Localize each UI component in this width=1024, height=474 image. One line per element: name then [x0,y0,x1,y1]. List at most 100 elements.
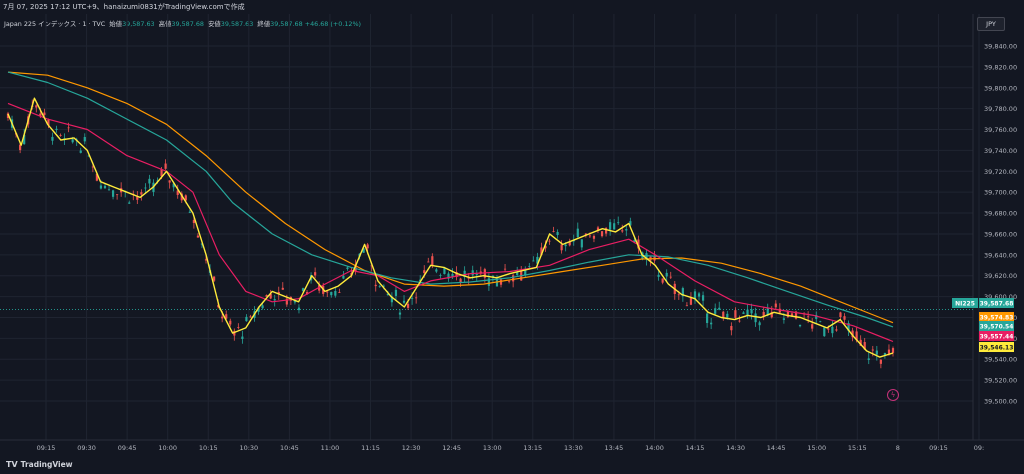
candle-body [19,144,22,151]
candle-body [140,192,143,195]
candle-body [746,309,749,316]
candle-body [532,260,535,262]
candle-body [629,221,632,226]
candle-body [249,316,252,318]
candle-body [83,137,86,142]
candle-body [754,313,757,323]
candle-body [221,316,224,319]
candle-body [269,293,272,299]
candle-body [326,291,329,293]
y-tick-label: 39,540.00 [984,356,1017,364]
candle-body [621,230,624,232]
candle-body [204,259,208,261]
candle-body [544,245,547,249]
candle-body [811,324,814,329]
tradingview-logo[interactable]: TV TradingView [6,460,73,469]
candle-body [144,187,147,189]
candle-body [693,291,697,300]
x-tick-label: 13:00 [483,444,502,452]
candle-body [237,327,240,328]
candle-body [823,327,826,337]
candle-body [188,211,191,213]
candle-body [697,293,701,297]
x-tick-label: 14:45 [767,444,786,452]
candle-body [710,322,713,325]
candle-body [835,329,838,331]
candle-body [714,308,717,314]
candle-body [338,292,341,293]
candle-body [552,231,555,232]
candle-body [217,305,220,307]
candle-body [435,269,438,272]
series-line [7,71,894,328]
candle-body [794,311,798,319]
candle-body [827,328,830,330]
candle-body [261,305,264,309]
candle-body [378,285,381,287]
candle-body [689,297,693,305]
brand-name: TradingView [20,460,73,469]
price-badge-value: 39,574.83 [980,314,1014,321]
price-badge-value: 39,587.68 [980,300,1014,307]
candle-body [285,298,288,305]
x-tick-label: 13:45 [605,444,624,452]
candle-body [87,155,90,157]
candle-body [277,291,280,294]
candle-body [766,308,769,316]
candle-body [548,240,551,242]
candle-body [180,193,183,201]
candle-body [819,321,822,323]
symbol-badge [952,298,978,308]
currency-button[interactable]: JPY [977,17,1005,31]
candle-body [366,244,369,249]
candle-body [495,279,499,287]
candle-body [758,322,761,326]
x-tick-label: 14:00 [645,444,664,452]
x-tick-label: 09:45 [118,444,137,452]
change-value: +46.68 (+0.12%) [304,20,362,28]
candle-body [35,105,38,108]
candle-body [730,325,733,331]
candle-body [447,273,450,279]
candle-body [23,134,26,145]
candle-body [879,359,882,364]
candle-body [831,326,834,334]
candle-body [516,272,519,276]
candle-body [588,235,592,237]
candle-body [770,311,773,318]
candle-body [423,270,426,274]
series-line [7,102,894,343]
x-tick-label: 10:30 [239,444,258,452]
candle-body [596,227,600,231]
candle-body [43,112,46,116]
x-tick-label: 11:00 [321,444,340,452]
high-value: 39,587.68 [171,20,204,28]
price-badge [979,298,1014,308]
candle-body [483,269,486,278]
candle-body [362,248,365,253]
candle-body [415,297,418,299]
candle-body [734,310,737,318]
candle-body [257,307,260,312]
close-label: 終値 [257,20,271,28]
candle-body [507,280,511,282]
candle-body [241,336,244,340]
low-label: 安値 [208,20,221,28]
candle-body [212,276,216,281]
candle-body [718,307,721,310]
candle-body [867,358,870,360]
candle-body [342,275,345,279]
candle-body [782,318,785,320]
candle-body [891,348,895,353]
y-tick-label: 39,640.00 [984,251,1017,259]
x-tick-label: 14:30 [726,444,745,452]
price-badge [979,321,1014,331]
candle-body [512,275,515,282]
lightning-icon[interactable]: ϟ [887,389,899,401]
candle-body [229,320,232,325]
candle-body [168,180,171,183]
open-value: 39,587.63 [122,20,155,28]
x-tick-label: 09: [974,444,984,452]
y-tick-label: 39,820.00 [984,63,1017,71]
